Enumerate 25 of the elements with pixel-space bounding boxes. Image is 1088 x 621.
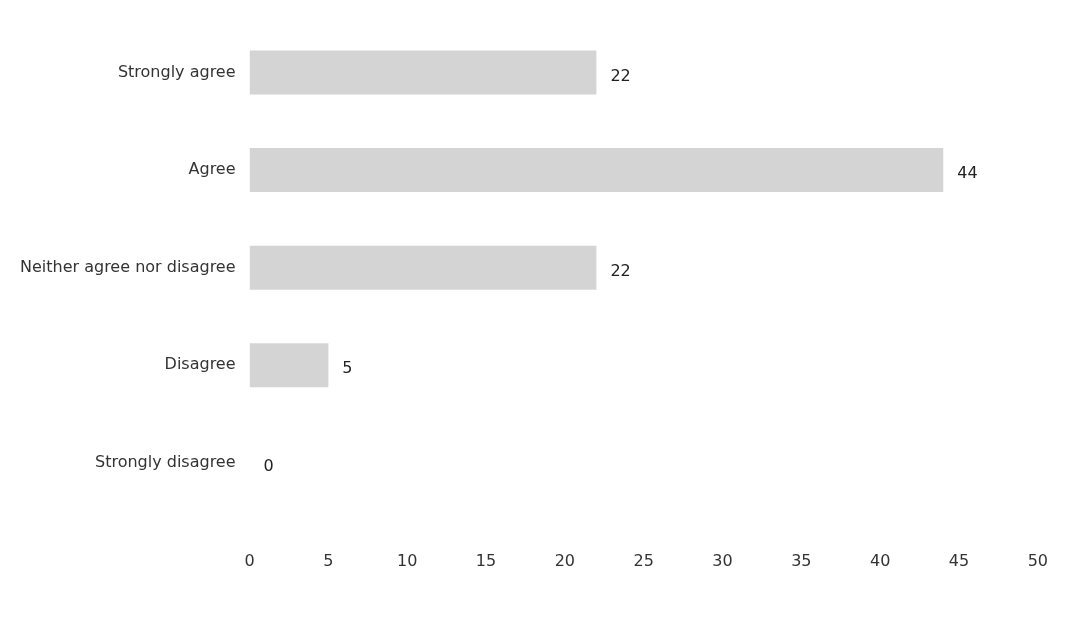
x-tick-label: 25 bbox=[633, 550, 654, 570]
bar bbox=[249, 245, 597, 290]
y-tick-label: Strongly agree bbox=[117, 61, 236, 81]
data-label: 44 bbox=[957, 163, 978, 183]
x-tick-label: 40 bbox=[869, 550, 891, 570]
x-tick-label: 15 bbox=[475, 550, 497, 570]
bar bbox=[249, 50, 597, 95]
bar bbox=[249, 343, 329, 388]
x-tick-label: 5 bbox=[323, 550, 334, 570]
x-tick-label: 35 bbox=[791, 550, 812, 570]
y-tick-label: Disagree bbox=[164, 354, 236, 374]
data-label: 22 bbox=[610, 260, 631, 280]
y-tick-label: Strongly disagree bbox=[94, 452, 236, 472]
x-tick-label: 0 bbox=[244, 550, 255, 570]
data-label: 22 bbox=[610, 65, 631, 85]
y-tick-label: Agree bbox=[188, 159, 236, 179]
y-tick-label: Neither agree nor disagree bbox=[20, 256, 236, 276]
data-label: 0 bbox=[263, 456, 274, 476]
data-label: 5 bbox=[342, 358, 353, 378]
bar bbox=[249, 148, 944, 193]
x-tick-label: 50 bbox=[1027, 550, 1048, 570]
x-tick-label: 10 bbox=[397, 550, 418, 570]
x-tick-label: 30 bbox=[712, 550, 733, 570]
x-tick-label: 45 bbox=[948, 550, 970, 570]
x-tick-label: 20 bbox=[554, 550, 576, 570]
